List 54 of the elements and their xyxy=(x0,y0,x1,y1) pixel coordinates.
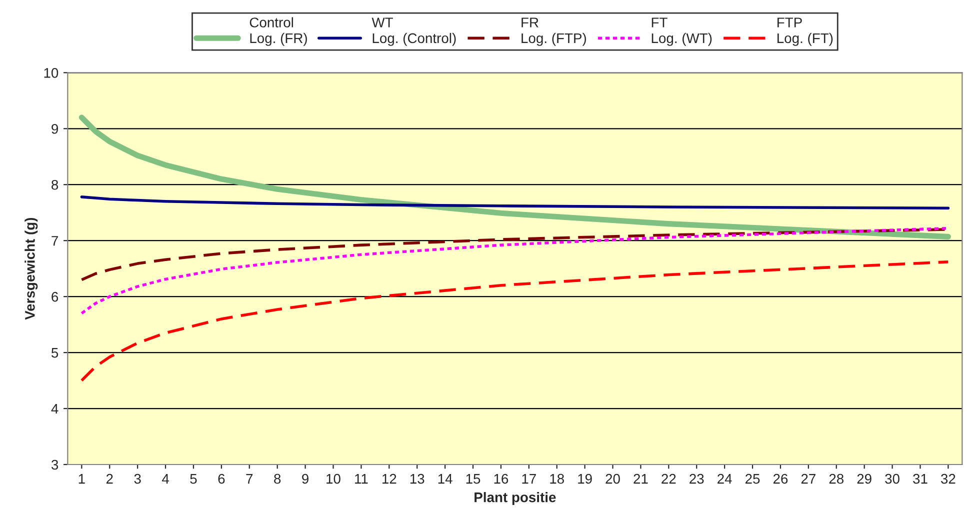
legend-label: Log. (Control) xyxy=(372,32,456,46)
legend-label: Log. (FT) xyxy=(778,32,833,46)
x-axis-title: Plant positie xyxy=(474,492,556,505)
x-tick-label: 3 xyxy=(134,474,141,484)
x-tick-label: 21 xyxy=(634,474,648,484)
text: FTP xyxy=(778,18,802,28)
x-tick-label: 16 xyxy=(494,474,508,484)
x-tick-label: 15 xyxy=(466,474,480,484)
x-tick-label: 23 xyxy=(690,474,704,484)
x-tick-label: 18 xyxy=(550,474,564,484)
x-tick-label: 26 xyxy=(773,474,788,484)
text: Control xyxy=(250,17,294,28)
x-tick-label: 32 xyxy=(940,474,956,484)
x-tick-label: 13 xyxy=(410,474,424,484)
x-tick-label: 5 xyxy=(190,474,197,484)
legend-label: Log. (FTP) xyxy=(522,32,586,46)
legend-label: Log. (WT) xyxy=(652,32,712,46)
x-tick-label: 17 xyxy=(522,474,536,484)
x-tick-label: 10 xyxy=(326,474,340,484)
x-tick-label: 19 xyxy=(578,474,592,484)
x-tick-label: 20 xyxy=(606,474,620,484)
x-tick-label: 1 xyxy=(78,474,85,484)
x-tick-label: 28 xyxy=(829,474,844,484)
y-tick-label: 5 xyxy=(51,348,58,358)
text: FR xyxy=(522,18,538,28)
x-tick-label: 31 xyxy=(913,474,928,484)
y-tick-label: 3 xyxy=(51,460,58,470)
x-tick-label: 29 xyxy=(857,474,872,484)
y-tick-label: 6 xyxy=(52,292,58,302)
x-tick-label: 25 xyxy=(746,474,760,484)
text: FT xyxy=(652,18,668,28)
text: WT xyxy=(372,18,393,28)
line-series xyxy=(80,260,950,382)
x-tick-label: 2 xyxy=(106,474,113,484)
x-tick-label: 4 xyxy=(162,474,169,484)
x-tick-label: 12 xyxy=(382,474,396,484)
y-tick-label: 4 xyxy=(51,404,58,414)
x-tick-label: 11 xyxy=(355,474,368,484)
y-tick-label: 10 xyxy=(44,68,58,78)
y-tick-label: 8 xyxy=(52,180,58,190)
x-tick-label: 6 xyxy=(218,474,225,484)
x-tick-label: 22 xyxy=(662,474,676,484)
y-axis-title: Versgewicht (g) xyxy=(24,218,38,320)
x-tick-label: 8 xyxy=(274,474,281,484)
x-tick-label: 24 xyxy=(718,474,732,484)
x-tick-label: 14 xyxy=(438,474,452,484)
y-tick-label: 7 xyxy=(52,236,58,246)
x-tick-label: 9 xyxy=(302,474,308,484)
x-tick-label: 7 xyxy=(246,474,253,484)
y-tick-label: 9 xyxy=(52,124,58,134)
legend-label: Log. (FR) xyxy=(250,32,307,46)
x-tick-label: 27 xyxy=(801,474,816,484)
line-series xyxy=(80,196,950,210)
x-tick-label: 30 xyxy=(885,474,900,484)
